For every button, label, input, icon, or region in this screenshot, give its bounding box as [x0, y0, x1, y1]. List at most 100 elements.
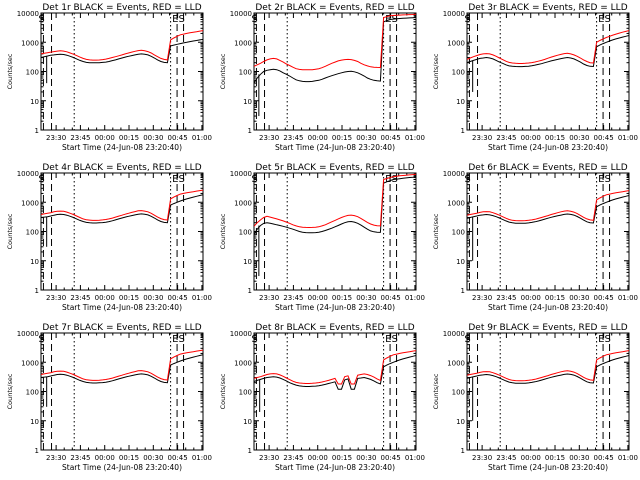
chart-title: Det 1r BLACK = Events, RED = LLD [42, 3, 201, 13]
lld-series-line [467, 30, 629, 64]
chart-panel: Det 5r BLACK = Events, RED = LLD 1 10 100 10… [219, 163, 425, 312]
y-tick-label: 1 [248, 447, 252, 455]
marker-label: S [464, 14, 470, 25]
events-series-line [467, 195, 629, 224]
marker-label: S [605, 14, 611, 25]
events-series-line [41, 38, 203, 64]
x-tick-label: 00:15 [545, 454, 565, 462]
y-tick-label: 10000 [230, 330, 252, 338]
plot-frame [253, 172, 417, 291]
marker-label: E [172, 14, 178, 25]
y-tick-label: 100 [26, 69, 39, 77]
marker-label: S [38, 14, 44, 25]
events-series-line [254, 355, 416, 390]
chart-panel: Det 6r BLACK = Events, RED = LLD 1 10 100 10… [432, 163, 638, 312]
plot-frame [253, 12, 417, 131]
x-tick-label: 00:00 [521, 134, 541, 142]
marker-label: S [251, 334, 257, 345]
x-tick-label: 01:00 [618, 294, 638, 302]
y-tick-label: 10 [30, 258, 39, 266]
x-axis-label: Start Time (24-Jun-08 23:20:40) [488, 303, 608, 312]
y-tick-label: 10000 [17, 170, 39, 178]
y-tick-label: 100 [26, 389, 39, 397]
y-tick-label: 10 [243, 98, 252, 106]
x-tick-label: 00:00 [95, 294, 115, 302]
x-tick-label: 23:45 [283, 454, 303, 462]
y-tick-label: 1 [35, 287, 39, 295]
y-tick-label: 1 [461, 287, 465, 295]
y-tick-label: 1000 [234, 39, 252, 47]
x-tick-label: 23:30 [472, 294, 492, 302]
x-tick-label: 23:45 [496, 134, 516, 142]
x-tick-label: 23:45 [496, 454, 516, 462]
y-axis-label: Counts/sec [432, 373, 440, 409]
x-tick-label: 01:00 [405, 134, 425, 142]
y-tick-label: 1 [248, 127, 252, 135]
y-axis-label: Counts/sec [6, 373, 14, 409]
y-tick-label: 100 [239, 389, 252, 397]
chart-panel: Det 1r BLACK = Events, RED = LLD 1 10 100 10… [6, 3, 212, 152]
x-tick-label: 01:00 [405, 294, 425, 302]
y-tick-label: 10 [243, 258, 252, 266]
chart-panel: Det 3r BLACK = Events, RED = LLD 1 10 100 10… [432, 3, 638, 152]
marker-label: E [598, 334, 604, 345]
marker-label: S [251, 174, 257, 185]
y-tick-label: 1000 [447, 359, 465, 367]
chart-panel: Det 9r BLACK = Events, RED = LLD 1 10 100 10… [432, 323, 638, 472]
x-tick-label: 00:15 [332, 454, 352, 462]
x-axis-label: Start Time (24-Jun-08 23:20:40) [62, 143, 182, 152]
marker-label: S [179, 334, 185, 345]
marker-label: E [385, 174, 391, 185]
y-axis-label: Counts/sec [6, 53, 14, 89]
y-tick-label: 1 [35, 447, 39, 455]
y-tick-label: 10000 [443, 10, 465, 18]
chart-title: Det 2r BLACK = Events, RED = LLD [255, 3, 414, 13]
x-axis-label: Start Time (24-Jun-08 23:20:40) [62, 303, 182, 312]
events-series-line [467, 355, 629, 384]
x-tick-label: 00:30 [356, 294, 376, 302]
x-tick-label: 00:00 [308, 454, 328, 462]
x-tick-label: 23:45 [70, 454, 90, 462]
x-tick-label: 00:15 [119, 454, 139, 462]
marker-label: S [392, 14, 398, 25]
x-tick-label: 00:30 [356, 134, 376, 142]
chart-panel: Det 7r BLACK = Events, RED = LLD 1 10 100 10… [6, 323, 212, 472]
x-tick-label: 00:00 [521, 454, 541, 462]
events-series-line [41, 354, 203, 384]
plot-frame [40, 332, 204, 451]
x-tick-label: 00:30 [569, 134, 589, 142]
y-tick-label: 10 [30, 418, 39, 426]
y-tick-label: 1 [461, 127, 465, 135]
marker-label: S [179, 174, 185, 185]
marker-label: S [179, 14, 185, 25]
x-tick-label: 00:45 [168, 454, 188, 462]
x-tick-label: 01:00 [618, 454, 638, 462]
y-tick-label: 10 [243, 418, 252, 426]
x-tick-label: 00:00 [95, 454, 115, 462]
marker-label: E [172, 334, 178, 345]
plot-frame [466, 332, 630, 451]
marker-label: S [605, 174, 611, 185]
x-axis-label: Start Time (24-Jun-08 23:20:40) [62, 463, 182, 472]
marker-label: E [385, 334, 391, 345]
x-tick-label: 00:30 [143, 454, 163, 462]
y-tick-label: 10000 [17, 10, 39, 18]
y-axis-label: Counts/sec [432, 53, 440, 89]
events-series-line [41, 194, 203, 224]
y-tick-label: 100 [26, 229, 39, 237]
marker-label: E [598, 174, 604, 185]
x-tick-label: 01:00 [405, 454, 425, 462]
lld-series-line [254, 350, 416, 385]
x-tick-label: 01:00 [192, 134, 212, 142]
x-tick-label: 23:30 [46, 454, 66, 462]
chart-panel: Det 2r BLACK = Events, RED = LLD 1 10 100 10… [219, 3, 425, 152]
x-tick-label: 00:45 [594, 454, 614, 462]
y-tick-label: 1 [248, 287, 252, 295]
marker-label: S [251, 14, 257, 25]
marker-label: S [392, 334, 398, 345]
x-tick-label: 23:45 [283, 134, 303, 142]
y-tick-label: 100 [452, 69, 465, 77]
x-tick-label: 23:45 [283, 294, 303, 302]
x-tick-label: 00:30 [356, 454, 376, 462]
events-series-line [467, 35, 629, 68]
